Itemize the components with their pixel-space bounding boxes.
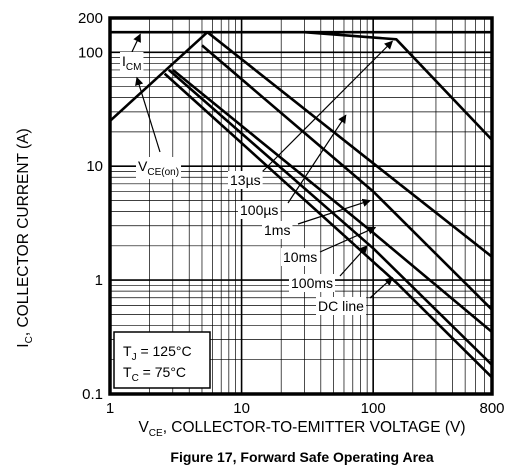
series-line: [201, 44, 493, 311]
series-line: [304, 30, 493, 141]
series-label: 13µs: [230, 172, 261, 188]
series-label: 10ms: [283, 249, 317, 265]
x-axis-label: VCE, COLLECTOR-TO-EMITTER VOLTAGE (V): [138, 419, 465, 439]
y-tick-label: 100: [78, 44, 103, 61]
grid-lines: [110, 18, 492, 394]
y-tick-label: 0.1: [82, 386, 103, 403]
x-tick-label: 1: [106, 400, 114, 417]
annotation-bg: [289, 274, 336, 292]
series-label: 100µs: [240, 202, 278, 218]
conditions-box: TJ = 125°C TC = 75°C: [113, 331, 211, 389]
annotation-arrow: [369, 277, 394, 299]
y-tick-label: 10: [86, 158, 103, 175]
x-tick-label: 10: [233, 400, 250, 417]
series-line: [206, 31, 493, 258]
series-label: DC line: [318, 298, 364, 314]
y-tick-label: 200: [78, 10, 103, 27]
x-tick-label: 100: [361, 400, 386, 417]
annotation-bg: [262, 221, 293, 239]
annotation-bg: [228, 171, 263, 189]
plot-frame: [108, 16, 494, 396]
annotation-arrow: [287, 114, 347, 204]
annotation-arrow: [297, 198, 372, 225]
series-line: [171, 68, 493, 333]
annotation-bg: [316, 297, 367, 315]
annotation-bg: [136, 157, 182, 179]
annotation-bg: [238, 201, 281, 219]
annotation-arrow: [319, 226, 377, 253]
series-label: ICM: [122, 53, 141, 73]
series-line: [163, 72, 493, 379]
condition-tc: TC = 75°C: [123, 364, 186, 384]
y-axis-label: IC, COLLECTOR CURRENT (A): [15, 128, 35, 347]
annotation-bg: [120, 52, 144, 74]
series-line: [167, 68, 493, 366]
annotation-arrow: [339, 245, 368, 277]
annotation-bg: [281, 248, 320, 266]
series-label: VCE(on): [138, 158, 179, 178]
series-label: 100ms: [291, 275, 333, 291]
curve-annotations: ICM VCE(on) 13µs 100µs 1ms 10ms 100ms DC line: [120, 33, 394, 315]
x-tick-label: 800: [479, 400, 504, 417]
chart-title: Figure 17, Forward Safe Operating Area: [170, 449, 433, 465]
y-tick-label: 1: [95, 272, 103, 289]
condition-tj: TJ = 125°C: [123, 343, 192, 363]
annotation-arrow: [135, 76, 161, 153]
series-line: [109, 31, 209, 122]
series-label: 1ms: [264, 222, 290, 238]
annotation-arrow: [261, 40, 393, 173]
